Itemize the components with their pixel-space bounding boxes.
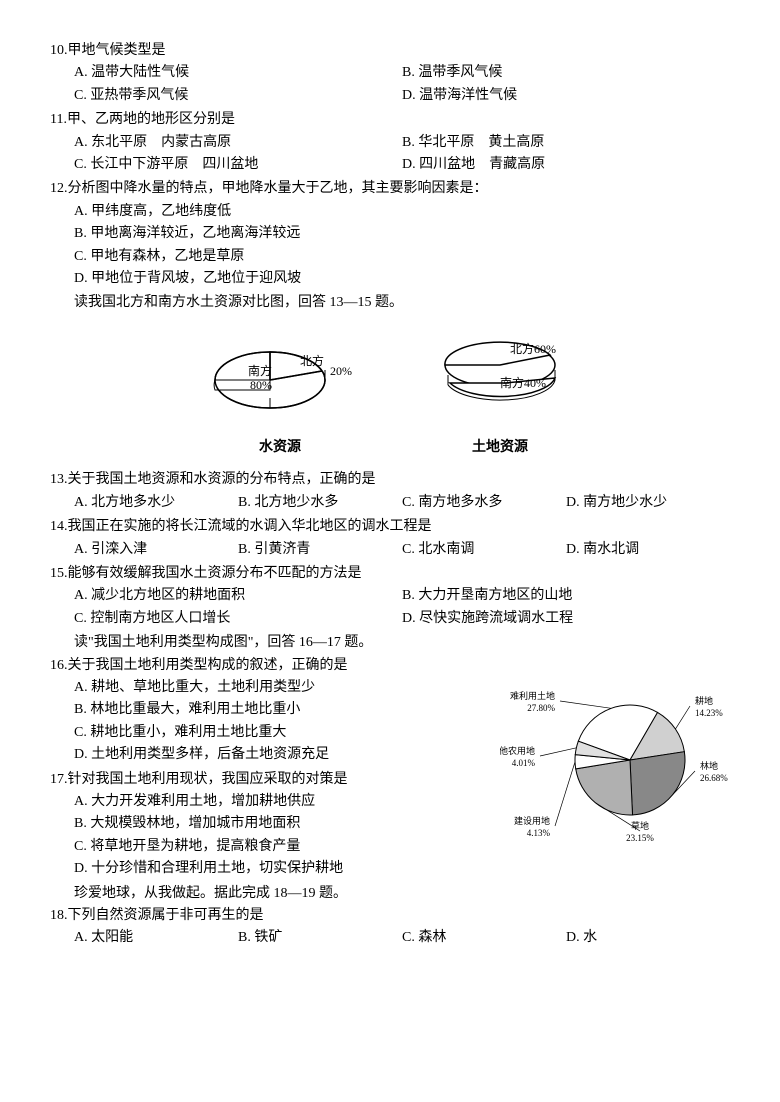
- question-14: 14.我国正在实施的将长江流域的水调入华北地区的调水工程是 A. 引滦入津 B.…: [50, 516, 730, 561]
- svg-text:26.68%: 26.68%: [700, 773, 728, 783]
- question-17: 17.针对我国土地利用现状，我国应采取的对策是 A. 大力开发难利用土地，增加耕…: [50, 769, 500, 881]
- question-10: 10.甲地气候类型是 A. 温带大陆性气候 B. 温带季风气候 C. 亚热带季风…: [50, 40, 730, 107]
- q13-opt-c: C. 南方地多水多: [402, 492, 566, 514]
- q14-num: 14.: [50, 519, 68, 534]
- water-title: 水资源: [200, 437, 360, 459]
- q14-opt-b: B. 引黄济青: [238, 539, 402, 561]
- water-south-pct: 80%: [250, 378, 272, 392]
- question-13: 13.关于我国土地资源和水资源的分布特点，正确的是 A. 北方地多水少 B. 北…: [50, 469, 730, 514]
- q16-opt-b: B. 林地比重最大，难利用土地比重小: [74, 699, 500, 721]
- land-pie: 北方60% 南方40% 土地资源: [420, 325, 580, 460]
- q14-opt-c: C. 北水南调: [402, 539, 566, 561]
- q16-opt-d: D. 土地利用类型多样，后备土地资源充足: [74, 744, 500, 766]
- svg-text:耕地: 耕地: [695, 695, 713, 706]
- q10-opt-b: B. 温带季风气候: [402, 62, 730, 84]
- q12-opt-d: D. 甲地位于背风坡，乙地位于迎风坡: [74, 268, 730, 290]
- q12-text: 分析图中降水量的特点，甲地降水量大于乙地，其主要影响因素是：: [68, 181, 488, 196]
- q17-opt-d: D. 十分珍惜和合理利用土地，切实保护耕地: [74, 858, 500, 880]
- q13-num: 13.: [50, 472, 68, 487]
- svg-text:难利用土地: 难利用土地: [510, 690, 555, 701]
- svg-text:14.23%: 14.23%: [695, 708, 723, 718]
- question-11: 11.甲、乙两地的地形区分别是 A. 东北平原 内蒙古高原 B. 华北平原 黄土…: [50, 109, 730, 176]
- q17-opt-a: A. 大力开发难利用土地，增加耕地供应: [74, 791, 500, 813]
- water-south-label: 南方: [248, 363, 272, 378]
- q10-opt-d: D. 温带海洋性气候: [402, 85, 730, 107]
- question-12: 12.分析图中降水量的特点，甲地降水量大于乙地，其主要影响因素是： A. 甲纬度…: [50, 178, 730, 290]
- q15-opt-c: C. 控制南方地区人口增长: [74, 608, 402, 630]
- q16-opt-c: C. 耕地比重小，难利用土地比重大: [74, 722, 500, 744]
- q13-text: 关于我国土地资源和水资源的分布特点，正确的是: [68, 472, 376, 487]
- q11-opt-a: A. 东北平原 内蒙古高原: [74, 132, 402, 154]
- water-north-label: 北方: [300, 353, 324, 368]
- q17-opt-c: C. 将草地开垦为耕地，提高粮食产量: [74, 836, 500, 858]
- svg-text:27.80%: 27.80%: [527, 703, 555, 713]
- land-use-pie-chart: 难利用土地 27.80% 耕地 14.23% 林地 26.68% 草地 23.15% 建设用地 4…: [500, 665, 730, 863]
- q16-text: 关于我国土地利用类型构成的叙述，正确的是: [68, 658, 348, 673]
- q18-opt-d: D. 水: [566, 927, 730, 949]
- water-pie: 南方 80% 北方 20% 水资源: [200, 325, 360, 460]
- q14-opt-a: A. 引滦入津: [74, 539, 238, 561]
- intro-13-15: 读我国北方和南方水土资源对比图，回答 13—15 题。: [74, 292, 730, 314]
- water-north-pct: 20%: [330, 364, 352, 378]
- q17-num: 17.: [50, 772, 68, 787]
- q15-opt-b: B. 大力开垦南方地区的山地: [402, 585, 730, 607]
- q11-opt-b: B. 华北平原 黄土高原: [402, 132, 730, 154]
- land-south-label: 南方40%: [500, 375, 546, 390]
- land-title: 土地资源: [420, 437, 580, 459]
- svg-text:23.15%: 23.15%: [626, 833, 654, 843]
- q10-text: 甲地气候类型是: [68, 43, 166, 58]
- q18-num: 18.: [50, 908, 68, 923]
- q18-text: 下列自然资源属于非可再生的是: [68, 908, 264, 923]
- q12-num: 12.: [50, 181, 68, 196]
- question-18: 18.下列自然资源属于非可再生的是 A. 太阳能 B. 铁矿 C. 森林 D. …: [50, 905, 730, 950]
- q17-opt-b: B. 大规模毁林地，增加城市用地面积: [74, 813, 500, 835]
- q15-opt-d: D. 尽快实施跨流域调水工程: [402, 608, 730, 630]
- q18-opt-c: C. 森林: [402, 927, 566, 949]
- q13-opt-d: D. 南方地少水少: [566, 492, 730, 514]
- question-15: 15.能够有效缓解我国水土资源分布不匹配的方法是 A. 减少北方地区的耕地面积 …: [50, 563, 730, 630]
- q12-opt-b: B. 甲地离海洋较近，乙地离海洋较远: [74, 223, 730, 245]
- q12-opt-c: C. 甲地有森林，乙地是草原: [74, 246, 730, 268]
- svg-text:其他农用地: 其他农用地: [500, 745, 535, 756]
- q13-opt-b: B. 北方地少水多: [238, 492, 402, 514]
- svg-text:4.01%: 4.01%: [512, 758, 536, 768]
- q15-num: 15.: [50, 566, 68, 581]
- q11-text: 甲、乙两地的地形区分别是: [67, 112, 235, 127]
- q18-opt-a: A. 太阳能: [74, 927, 238, 949]
- q14-text: 我国正在实施的将长江流域的水调入华北地区的调水工程是: [68, 519, 432, 534]
- q15-text: 能够有效缓解我国水土资源分布不匹配的方法是: [68, 566, 362, 581]
- intro-18-19: 珍爱地球，从我做起。据此完成 18—19 题。: [74, 883, 730, 905]
- intro-16-17: 读"我国土地利用类型构成图"，回答 16—17 题。: [74, 632, 730, 654]
- q16-num: 16.: [50, 658, 68, 673]
- q18-opt-b: B. 铁矿: [238, 927, 402, 949]
- q10-opt-a: A. 温带大陆性气候: [74, 62, 402, 84]
- q14-opt-d: D. 南水北调: [566, 539, 730, 561]
- svg-text:草地: 草地: [631, 820, 649, 831]
- q11-num: 11.: [50, 112, 67, 127]
- svg-text:建设用地: 建设用地: [514, 815, 550, 826]
- q15-opt-a: A. 减少北方地区的耕地面积: [74, 585, 402, 607]
- q11-opt-c: C. 长江中下游平原 四川盆地: [74, 154, 402, 176]
- q10-num: 10.: [50, 43, 68, 58]
- q12-opt-a: A. 甲纬度高，乙地纬度低: [74, 201, 730, 223]
- q11-opt-d: D. 四川盆地 青藏高原: [402, 154, 730, 176]
- q13-opt-a: A. 北方地多水少: [74, 492, 238, 514]
- svg-text:4.13%: 4.13%: [527, 828, 551, 838]
- question-16: 16.关于我国土地利用类型构成的叙述，正确的是 A. 耕地、草地比重大，土地利用…: [50, 655, 500, 767]
- svg-text:林地: 林地: [700, 760, 718, 771]
- land-north-label: 北方60%: [510, 341, 556, 356]
- q16-opt-a: A. 耕地、草地比重大，土地利用类型少: [74, 677, 500, 699]
- chart-water-land: 南方 80% 北方 20% 水资源 北方60% 南方40% 土地资源: [50, 325, 730, 460]
- q17-text: 针对我国土地利用现状，我国应采取的对策是: [68, 772, 348, 787]
- q10-opt-c: C. 亚热带季风气候: [74, 85, 402, 107]
